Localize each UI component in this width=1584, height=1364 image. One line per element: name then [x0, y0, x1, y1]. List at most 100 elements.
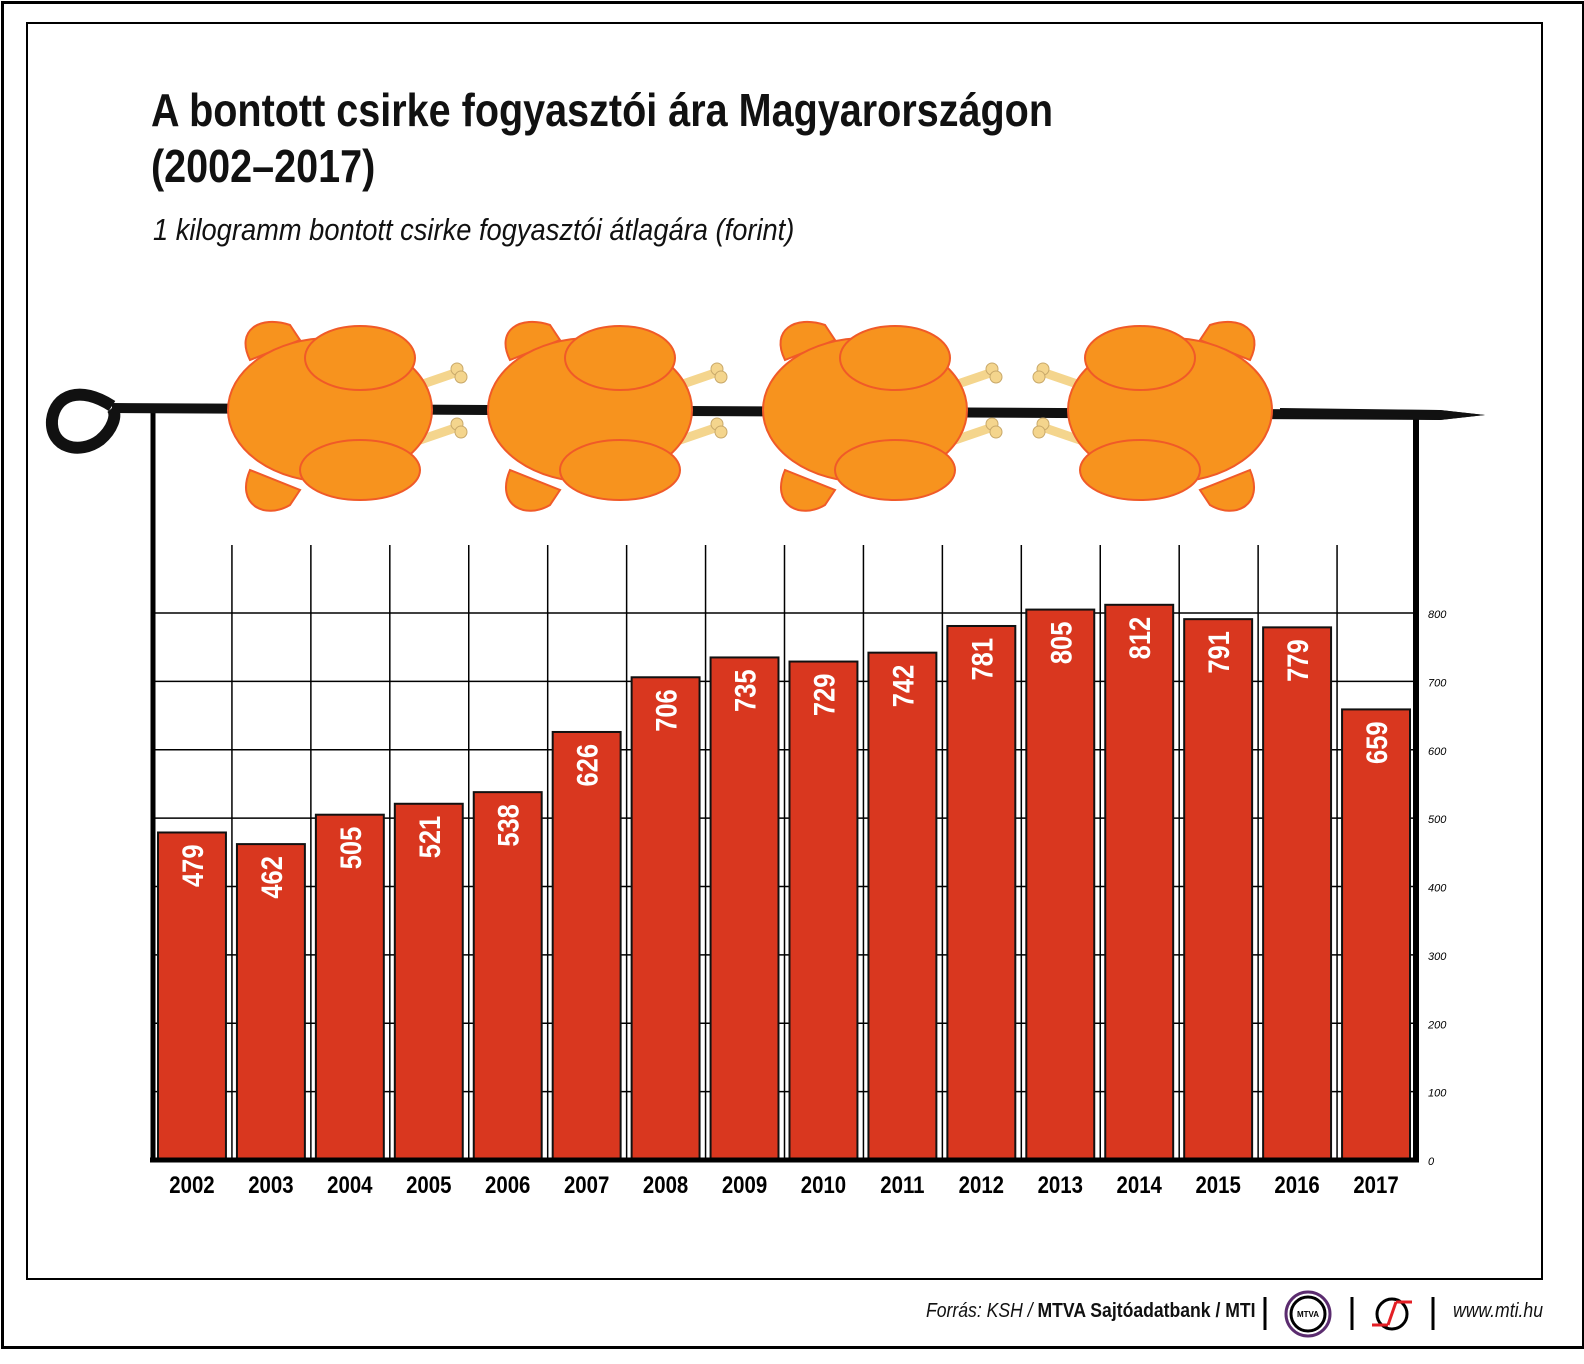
bone-knob — [714, 425, 728, 439]
bar — [946, 624, 1017, 1161]
bar — [1104, 603, 1175, 1161]
bone-knob — [454, 370, 468, 384]
wing — [1198, 468, 1256, 512]
chicken-leg — [1079, 439, 1201, 501]
bar — [314, 813, 385, 1161]
bar — [1341, 708, 1411, 1161]
x-tick-label: 2004 — [327, 1171, 373, 1198]
y-tick-label: 200 — [1427, 1019, 1447, 1031]
y-tick-label: 600 — [1428, 746, 1447, 758]
drumstick-bone — [950, 368, 995, 390]
bar — [1183, 618, 1254, 1161]
x-tick-label: 2007 — [564, 1171, 609, 1198]
x-tick-label: 2017 — [1353, 1171, 1398, 1198]
y-tick-label: 0 — [1428, 1156, 1435, 1168]
wing — [244, 320, 302, 362]
bar — [393, 802, 464, 1161]
y-tick-label: 800 — [1428, 609, 1447, 621]
bar-value-label: 521 — [413, 816, 446, 859]
bar-value-label: 462 — [255, 856, 288, 899]
drumstick-bone — [1040, 368, 1085, 390]
wing — [504, 320, 562, 362]
bar-value-label: 791 — [1202, 631, 1235, 674]
wing — [1198, 320, 1256, 362]
bar — [1025, 608, 1096, 1161]
chicken-3 — [762, 320, 1003, 512]
chicken-leg — [834, 439, 956, 501]
bar-value-label: 659 — [1360, 721, 1393, 764]
website-url: www.mti.hu — [1453, 1300, 1543, 1322]
chart-title: A bontott csirke fogyasztói ára Magyaror… — [151, 82, 1053, 194]
bar — [867, 651, 938, 1161]
title-line-1: A bontott csirke fogyasztói ára Magyaror… — [151, 84, 1054, 136]
drumstick-bone — [1040, 423, 1085, 445]
x-tick-label: 2006 — [485, 1171, 530, 1198]
drumstick-bone — [675, 423, 720, 445]
wing — [504, 468, 562, 512]
chicken-leg — [564, 325, 676, 391]
bar — [235, 843, 306, 1161]
bone-knob — [1032, 425, 1046, 439]
chicken-leg — [839, 325, 951, 391]
x-tick-label: 2015 — [1195, 1171, 1240, 1198]
bar-value-label: 781 — [965, 638, 998, 681]
bar-value-label: 626 — [571, 744, 604, 787]
x-tick-label: 2014 — [1117, 1171, 1163, 1198]
y-tick-label: 400 — [1428, 883, 1447, 895]
bone-knob — [989, 425, 1003, 439]
bar-value-label: 729 — [808, 674, 841, 717]
source-text: Forrás: KSH / MTVA Sajtóadatbank / MTI — [926, 1300, 1256, 1323]
chicken-leg — [559, 439, 681, 501]
x-tick-label: 2016 — [1274, 1171, 1319, 1198]
skewer-tip — [1280, 408, 1485, 420]
source-bold: MTVA Sajtóadatbank / MTI — [1037, 1300, 1256, 1322]
x-tick-label: 2011 — [880, 1171, 924, 1198]
x-tick-label: 2013 — [1038, 1171, 1083, 1198]
bar-value-label: 735 — [729, 669, 762, 712]
chart-subtitle: 1 kilogramm bontott csirke fogyasztói át… — [153, 212, 795, 247]
bar-value-label: 742 — [886, 665, 919, 708]
skewer-handle — [45, 388, 121, 454]
bar — [788, 660, 859, 1161]
chart-frame — [26, 22, 1543, 1280]
y-tick-label: 300 — [1428, 951, 1447, 963]
source-prefix: Forrás: KSH / — [926, 1300, 1038, 1322]
wing — [779, 320, 837, 362]
x-tick-label: 2010 — [801, 1171, 846, 1198]
title-line-2: (2002–2017) — [151, 140, 376, 192]
chicken-leg — [304, 325, 416, 391]
wing — [244, 468, 302, 512]
bar-value-label: 779 — [1281, 639, 1314, 682]
bone-knob — [1032, 370, 1046, 384]
x-tick-label: 2012 — [959, 1171, 1004, 1198]
bar-value-label: 538 — [492, 804, 525, 847]
bone-knob — [454, 425, 468, 439]
chicken-leg — [1084, 325, 1196, 391]
bar — [1262, 626, 1333, 1161]
bone-knob — [714, 370, 728, 384]
bar-value-label: 479 — [176, 844, 209, 887]
drumstick-bone — [950, 423, 995, 445]
chicken-1 — [227, 320, 468, 512]
y-tick-label: 500 — [1428, 814, 1447, 826]
chicken-2 — [487, 320, 728, 512]
x-tick-label: 2009 — [722, 1171, 767, 1198]
drumstick-bone — [415, 368, 460, 390]
x-tick-label: 2005 — [406, 1171, 451, 1198]
bone-knob — [989, 370, 1003, 384]
y-tick-label: 100 — [1428, 1088, 1447, 1100]
bar-value-label: 812 — [1123, 617, 1156, 660]
bar-value-label: 706 — [650, 689, 683, 732]
drumstick-bone — [675, 368, 720, 390]
chicken-leg — [299, 439, 421, 501]
chicken-4 — [1032, 320, 1273, 512]
x-tick-label: 2002 — [169, 1171, 214, 1198]
bar-value-label: 805 — [1044, 622, 1077, 665]
x-tick-label: 2008 — [643, 1171, 688, 1198]
drumstick-bone — [415, 423, 460, 445]
y-tick-label: 700 — [1428, 677, 1447, 689]
bar — [630, 676, 701, 1162]
x-tick-label: 2003 — [248, 1171, 293, 1198]
